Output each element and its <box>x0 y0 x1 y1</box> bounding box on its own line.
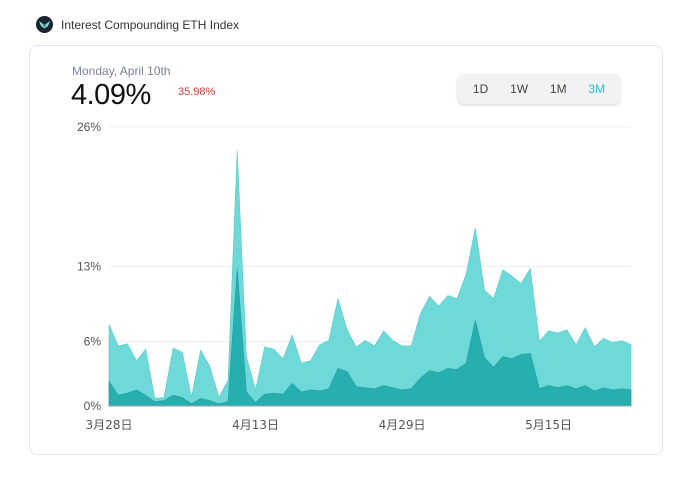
inner-area-series <box>108 268 632 407</box>
bird-logo-icon <box>36 16 53 33</box>
range-1w-button[interactable]: 1W <box>510 82 529 96</box>
selected-date: Monday, April 10th <box>72 64 171 78</box>
y-tick-label: 13% <box>77 260 101 274</box>
time-range-selector: 1D 1W 1M 3M <box>458 74 620 104</box>
outer-area-series <box>108 150 632 407</box>
x-tick-label: 4月13日 <box>232 418 279 432</box>
y-tick-label: 0% <box>84 399 102 413</box>
index-title: Interest Compounding ETH Index <box>61 17 240 32</box>
value-change: 35.98% <box>178 86 216 98</box>
range-3m-button[interactable]: 3M <box>588 82 606 96</box>
y-tick-label: 26% <box>77 120 101 134</box>
x-tick-label: 4月29日 <box>379 418 426 432</box>
x-tick-label: 5月15日 <box>525 418 572 432</box>
y-tick-label: 6% <box>84 335 102 349</box>
range-1m-button[interactable]: 1M <box>549 82 567 96</box>
range-1d-button[interactable]: 1D <box>472 82 489 96</box>
chart-header: Interest Compounding ETH Index <box>36 16 239 33</box>
current-value: 4.09% <box>71 79 151 111</box>
x-tick-label: 3月28日 <box>86 418 133 432</box>
